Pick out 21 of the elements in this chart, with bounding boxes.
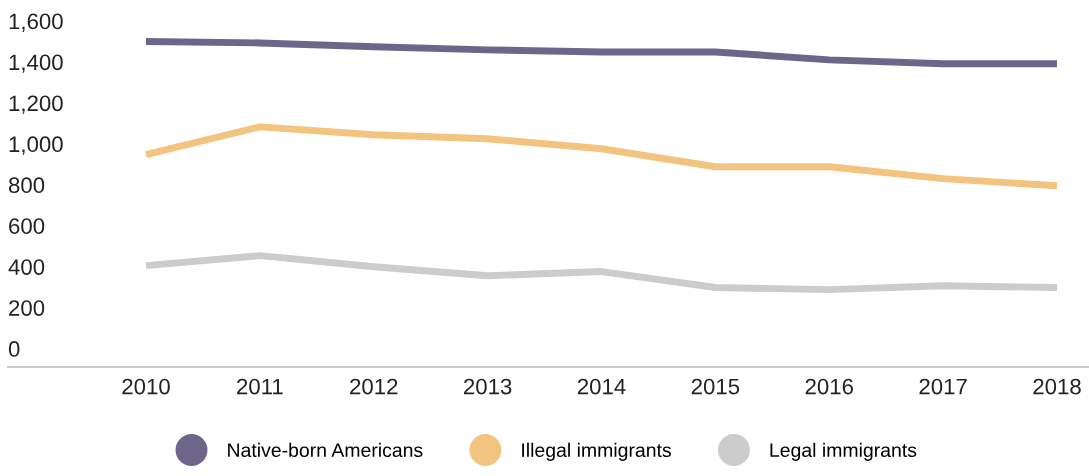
legend-label: Illegal immigrants [522, 442, 671, 461]
x-tick-label: 2017 [919, 378, 967, 395]
x-tick-label: 2010 [122, 378, 170, 395]
y-tick-label: 1,000 [9, 136, 63, 155]
x-tick-label: 2012 [350, 378, 398, 395]
x-tick-label: 2013 [464, 378, 512, 395]
y-tick-label: 1,400 [9, 54, 63, 73]
x-tick-label: 2016 [805, 378, 853, 395]
legend-label: Native-born Americans [228, 442, 423, 458]
x-tick-label: 2014 [577, 378, 626, 395]
y-tick-label: 1,200 [9, 95, 63, 114]
y-tick-label: 0 [8, 341, 20, 357]
y-tick-label: 600 [9, 218, 45, 234]
legend-label: Legal immigrants [770, 442, 917, 461]
y-tick-label: 200 [9, 300, 45, 316]
x-tick-label: 2011 [237, 378, 283, 395]
x-tick-label: 2018 [1033, 378, 1081, 395]
y-tick-label: 400 [8, 259, 45, 275]
y-tick-label: 800 [8, 177, 45, 194]
y-tick-label: 1,600 [9, 13, 63, 32]
x-tick-label: 2015 [691, 378, 740, 395]
